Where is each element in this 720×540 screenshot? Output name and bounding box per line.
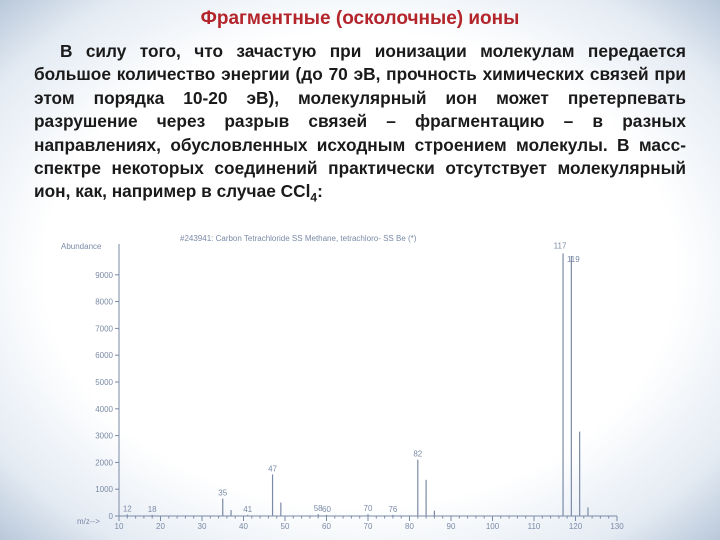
peak-label: 47 xyxy=(268,464,277,473)
y-tick-label: 8000 xyxy=(95,298,113,307)
slide-paragraph: В силу того, что зачастую при ионизации … xyxy=(34,40,686,210)
x-tick-label: 130 xyxy=(610,522,624,530)
y-tick-label: 5000 xyxy=(95,378,113,387)
x-tick-label: 10 xyxy=(115,522,124,530)
y-tick-label: 4000 xyxy=(95,405,113,414)
x-tick-label: 100 xyxy=(486,522,500,530)
peak-label: 18 xyxy=(148,505,157,514)
peak-label: 70 xyxy=(364,504,373,513)
y-tick-label: 6000 xyxy=(95,351,113,360)
peak-label: 82 xyxy=(413,450,422,459)
x-tick-label: 90 xyxy=(447,522,456,530)
x-tick-label: 110 xyxy=(528,522,541,530)
peak-label: 35 xyxy=(218,489,227,498)
x-tick-label: 60 xyxy=(322,522,331,530)
peak-label: 58 xyxy=(314,504,323,513)
x-tick-label: 50 xyxy=(281,522,290,530)
mass-spectrum-chart: #243941: Carbon Tetrachloride SS Methane… xyxy=(61,234,624,530)
y-tick-label: 9000 xyxy=(95,271,113,280)
peak-label: 119 xyxy=(567,255,580,264)
x-tick-label: 70 xyxy=(364,522,373,530)
y-tick-label: 2000 xyxy=(95,458,113,467)
peak-label: 12 xyxy=(123,504,132,513)
y-tick-label: 7000 xyxy=(95,324,113,333)
peak-label: 60 xyxy=(322,505,331,514)
peak-label: 117 xyxy=(554,241,567,250)
x-tick-label: 40 xyxy=(239,522,248,530)
formula-tail: : xyxy=(317,181,323,202)
spectrum-plot-area: 0 1000 2000 3000 4000 5000 6000 7000 8000 9000 10 2… xyxy=(95,241,624,530)
x-tick-label: 20 xyxy=(156,522,165,530)
peak-label: 76 xyxy=(388,505,397,514)
x-tick-label: 120 xyxy=(569,522,583,530)
slide-title: Фрагментные (осколочные) ионы xyxy=(200,8,520,29)
y-tick-label: 0 xyxy=(109,512,114,521)
x-axis-label: m/z--> xyxy=(77,517,100,526)
y-axis-label: Abundance xyxy=(61,242,102,251)
x-tick-label: 80 xyxy=(405,522,414,530)
peak-label: 41 xyxy=(243,505,252,514)
formula-subscript: 4 xyxy=(310,190,318,205)
chart-title: #243941: Carbon Tetrachloride SS Methane… xyxy=(180,234,417,243)
y-tick-label: 3000 xyxy=(95,432,113,441)
y-tick-label: 1000 xyxy=(95,485,113,494)
x-tick-label: 30 xyxy=(198,522,207,530)
paragraph-text: В силу того, что зачастую при ионизации … xyxy=(34,41,686,202)
